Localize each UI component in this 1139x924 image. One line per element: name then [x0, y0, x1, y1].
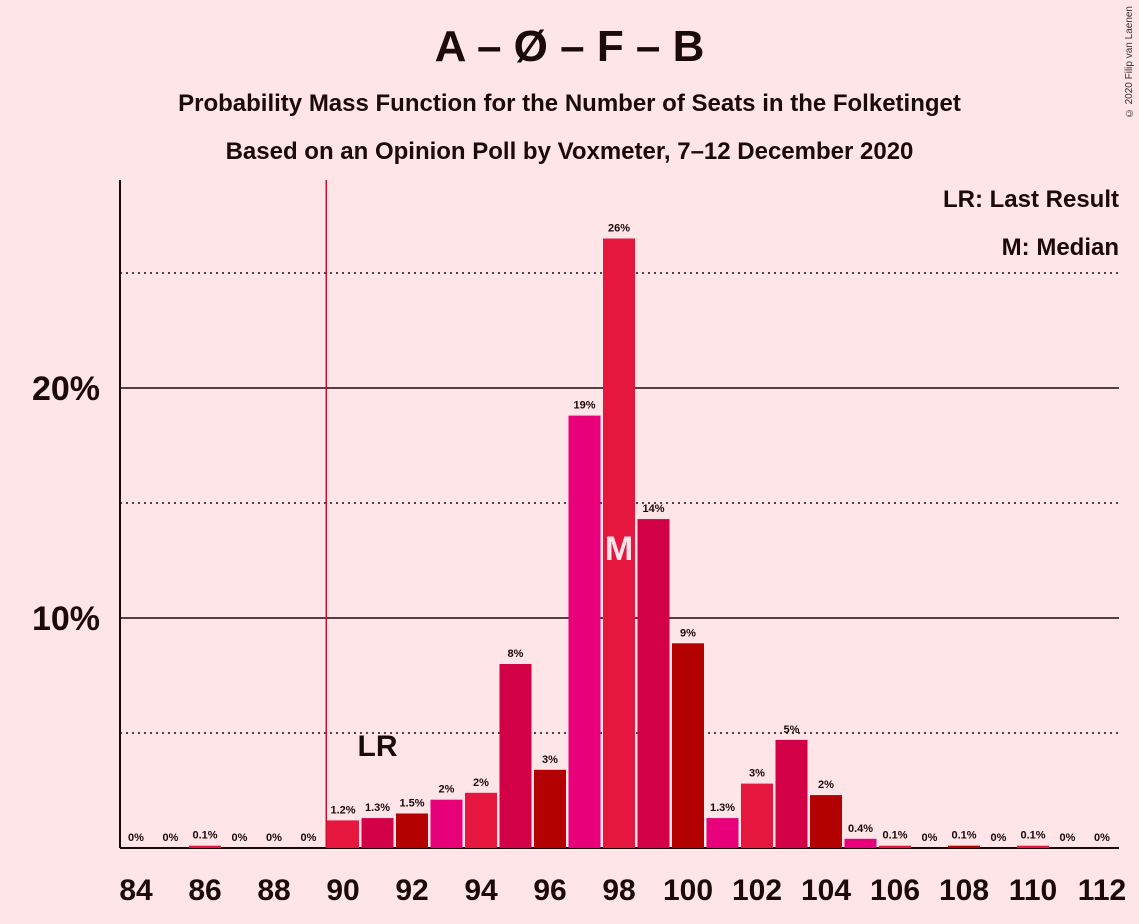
data-label-86: 0.1% — [192, 830, 217, 842]
data-label-96: 3% — [542, 754, 558, 766]
chart-subtitle: Probability Mass Function for the Number… — [178, 90, 961, 117]
bar-97 — [568, 415, 601, 848]
data-label-110: 0.1% — [1020, 830, 1045, 842]
data-label-105: 0.4% — [848, 823, 873, 835]
data-label-92: 1.5% — [399, 798, 424, 810]
data-label-111: 0% — [1060, 832, 1076, 844]
bar-108 — [948, 845, 980, 848]
x-tick-label: 96 — [533, 874, 566, 907]
data-label-95: 8% — [508, 648, 524, 660]
x-tick-label: 86 — [188, 874, 221, 907]
x-tick-label: 98 — [602, 874, 635, 907]
last-result-marker: LR — [358, 730, 398, 763]
data-label-98: 26% — [608, 223, 630, 235]
x-tick-label: 110 — [1009, 874, 1057, 907]
legend-last-result: LR: Last Result — [942, 186, 1119, 213]
data-label-90: 1.2% — [330, 804, 355, 816]
data-label-94: 2% — [473, 777, 489, 789]
bar-104 — [810, 795, 842, 848]
bar-101 — [706, 818, 739, 848]
bar-90 — [327, 820, 359, 848]
x-tick-label: 108 — [939, 874, 989, 907]
data-label-87: 0% — [232, 832, 248, 844]
chart-subtitle-source: Based on an Opinion Poll by Voxmeter, 7–… — [225, 138, 914, 165]
data-label-88: 0% — [266, 832, 282, 844]
x-tick-label: 90 — [326, 874, 359, 907]
bar-86 — [189, 845, 221, 848]
bar-91 — [361, 818, 394, 848]
x-tick-label: 104 — [801, 874, 851, 907]
bar-95 — [499, 664, 532, 848]
data-label-102: 3% — [749, 768, 765, 780]
bar-103 — [775, 739, 808, 848]
data-label-99: 14% — [642, 503, 664, 515]
y-tick-label: 20% — [32, 370, 100, 408]
data-label-106: 0.1% — [882, 830, 907, 842]
data-label-107: 0% — [922, 832, 938, 844]
chart-title: A – Ø – F – B — [434, 22, 705, 71]
x-tick-label: 88 — [257, 874, 290, 907]
bar-93 — [430, 799, 463, 848]
data-label-101: 1.3% — [710, 802, 735, 814]
data-label-85: 0% — [163, 832, 179, 844]
bar-92 — [396, 813, 428, 848]
data-label-103: 5% — [784, 724, 800, 736]
x-tick-label: 84 — [119, 874, 153, 907]
data-label-100: 9% — [680, 627, 696, 639]
bar-100 — [672, 643, 704, 848]
bar-96 — [534, 769, 566, 848]
bar-99 — [637, 519, 670, 848]
data-label-91: 1.3% — [365, 802, 390, 814]
y-tick-label: 10% — [32, 600, 100, 638]
bar-106 — [879, 845, 911, 848]
x-tick-label: 112 — [1078, 874, 1126, 907]
x-tick-label: 106 — [870, 874, 920, 907]
legend-median: M: Median — [1001, 234, 1119, 261]
x-tick-label: 102 — [732, 874, 782, 907]
bar-94 — [465, 792, 497, 848]
bar-102 — [741, 783, 773, 848]
data-label-108: 0.1% — [951, 830, 976, 842]
data-label-93: 2% — [439, 784, 455, 796]
bar-98 — [603, 238, 635, 848]
data-label-97: 19% — [573, 400, 595, 412]
data-label-109: 0% — [991, 832, 1007, 844]
x-tick-label: 100 — [663, 874, 713, 907]
data-label-89: 0% — [301, 832, 317, 844]
data-label-112: 0% — [1094, 832, 1110, 844]
data-label-84: 0% — [128, 832, 144, 844]
x-tick-label: 92 — [395, 874, 428, 907]
bar-110 — [1017, 845, 1049, 848]
data-label-104: 2% — [818, 779, 834, 791]
x-tick-label: 94 — [464, 874, 498, 907]
bar-105 — [844, 838, 877, 848]
median-marker: M — [605, 530, 633, 568]
